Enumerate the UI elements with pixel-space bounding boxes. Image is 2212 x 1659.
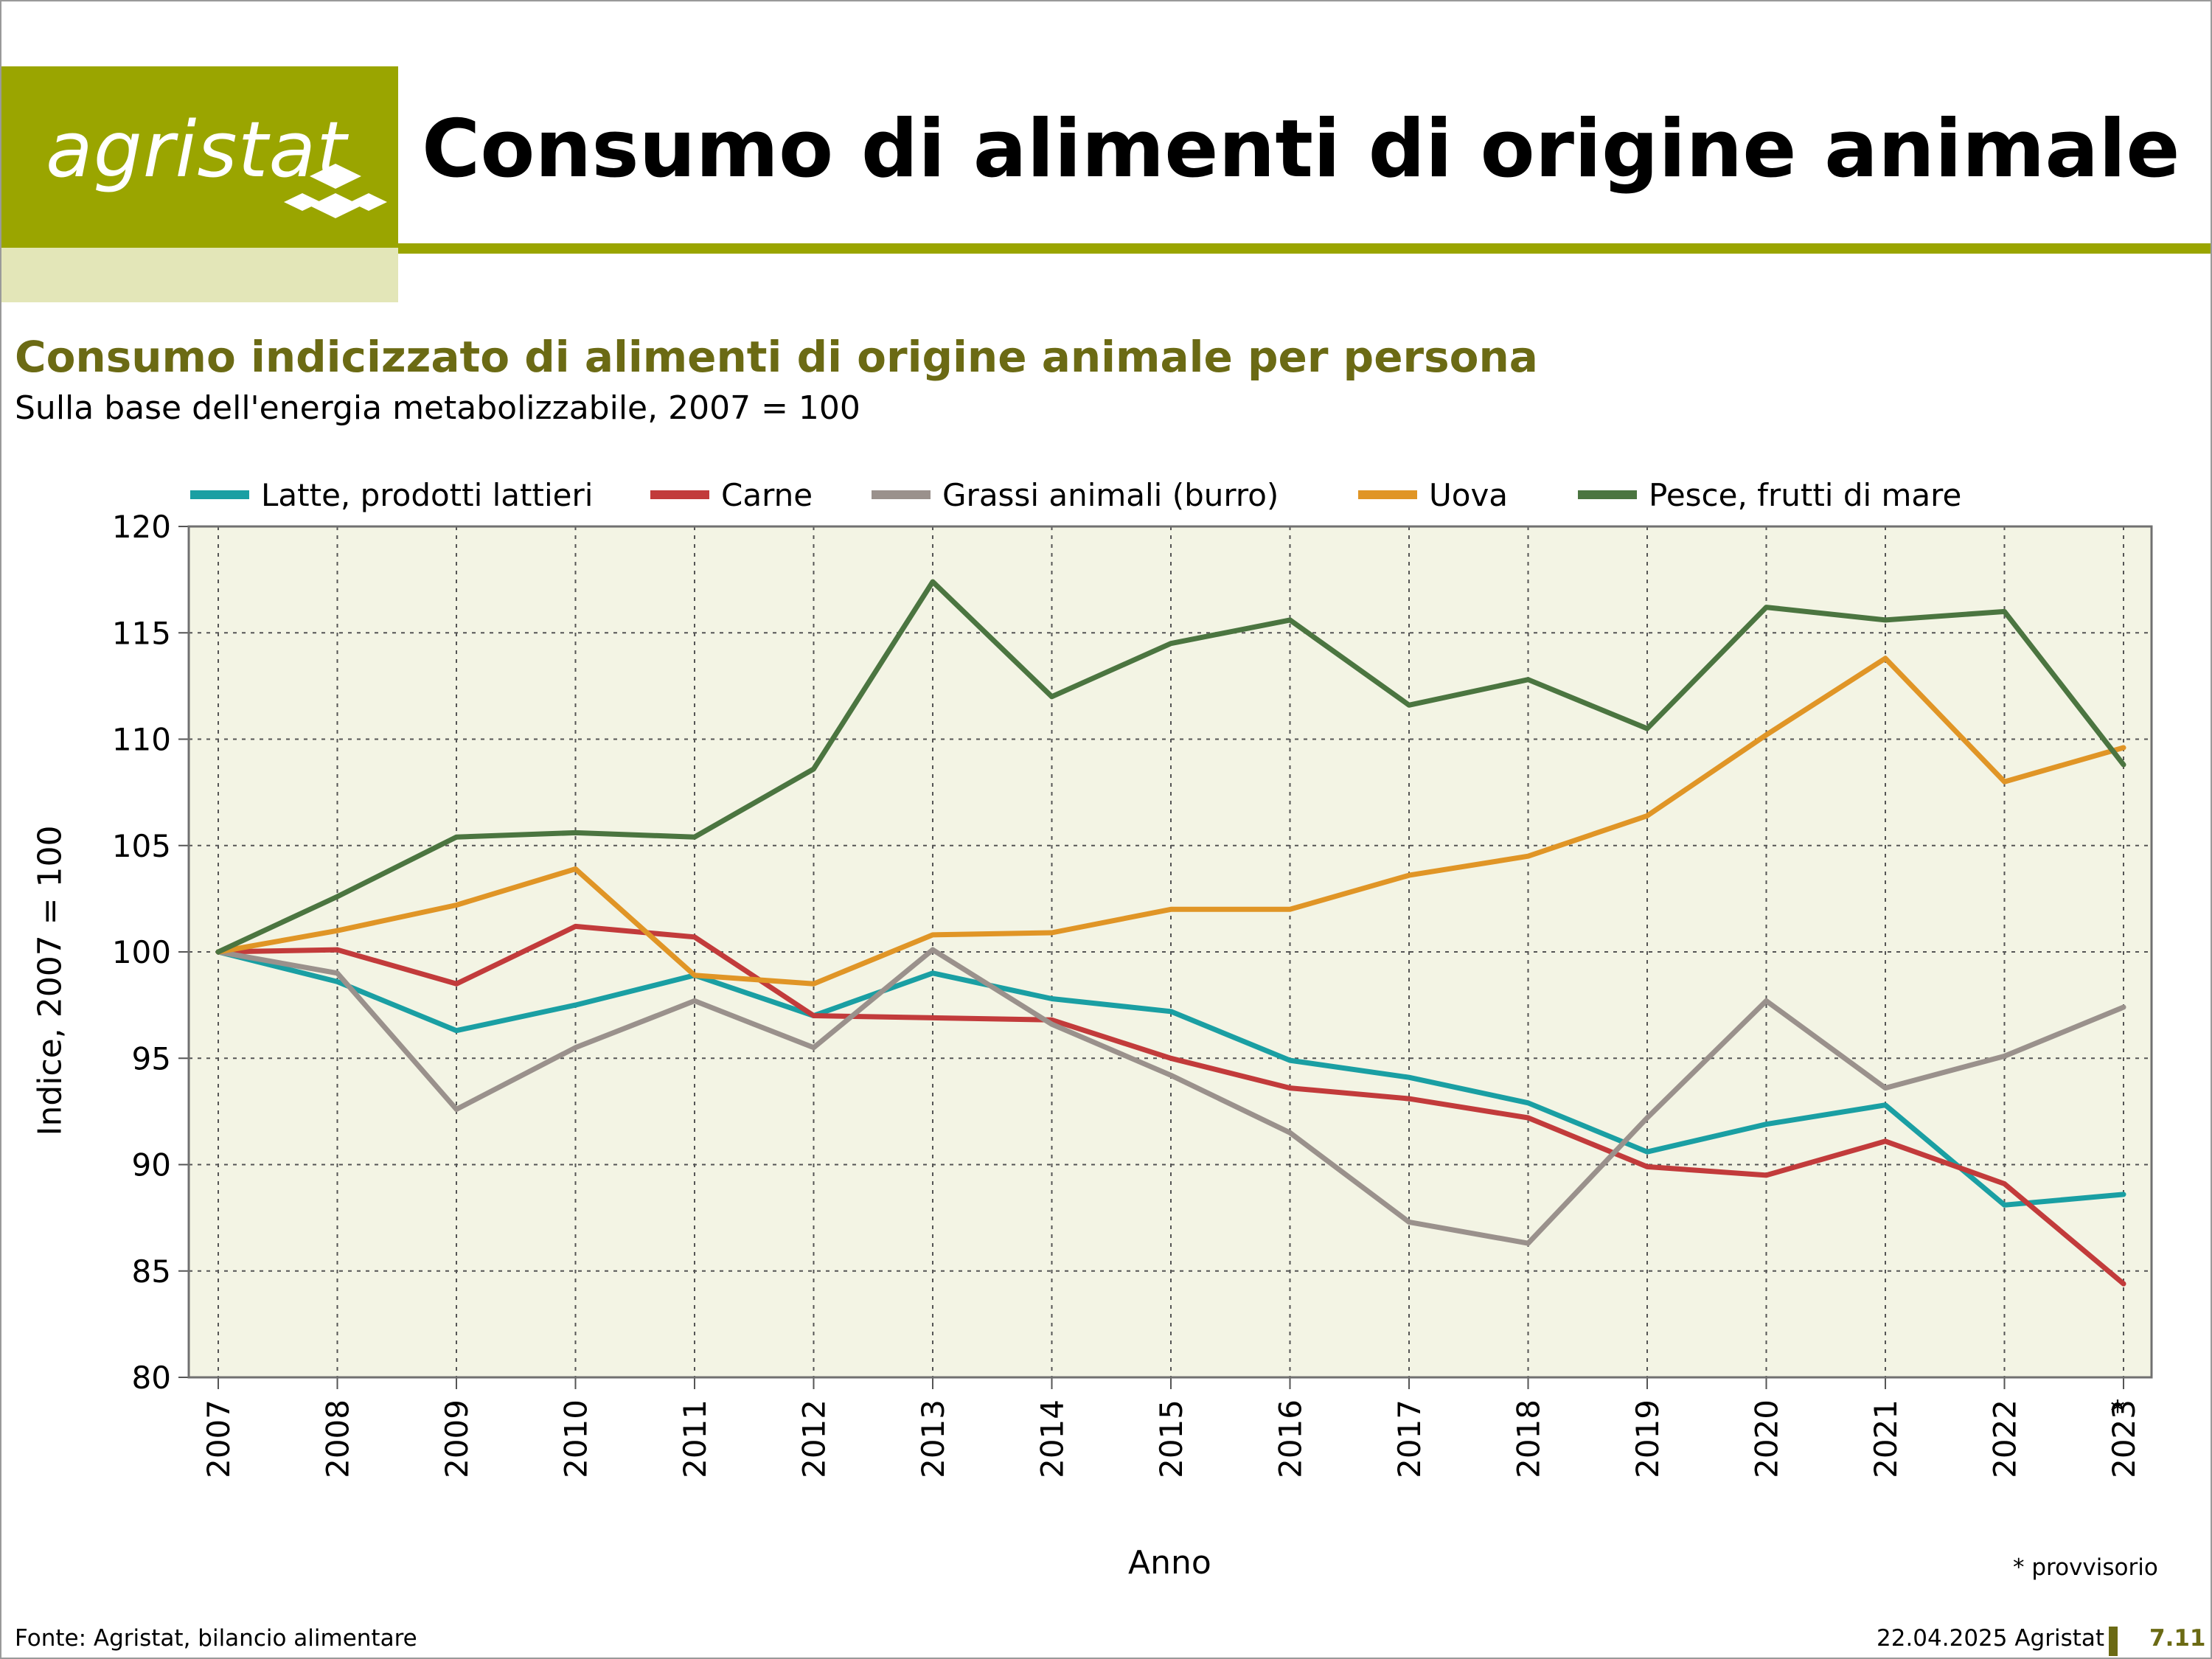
chart-subtitle: Sulla base dell'energia metabolizzabile,… — [15, 389, 860, 427]
legend-label: Grassi animali (burro) — [942, 477, 1279, 513]
x-tick-label: 2011 — [677, 1399, 713, 1478]
page-number: 7.11 — [2149, 1625, 2206, 1652]
series-line-carne — [215, 923, 2126, 1287]
series-line-pesce-frutti-di-mare — [215, 579, 2126, 955]
x-tick-label: 2008 — [320, 1399, 356, 1478]
y-tick-label: 110 — [112, 722, 171, 758]
footnote: * provvisorio — [2013, 1554, 2158, 1581]
x-tick-label: 2014 — [1034, 1399, 1071, 1478]
y-tick-label: 90 — [132, 1147, 171, 1183]
y-tick-label: 95 — [132, 1040, 171, 1077]
title-rule — [398, 243, 2211, 254]
logo-text: agristat — [46, 105, 347, 195]
source-note: Fonte: Agristat, bilancio alimentare — [15, 1625, 417, 1652]
footer-divider — [2109, 1627, 2118, 1656]
x-tick-label: 2009 — [439, 1399, 475, 1478]
y-tick-label: 105 — [112, 828, 171, 864]
y-tick-label: 120 — [112, 509, 171, 545]
series-line-grassi-animali-burro — [215, 947, 2126, 1246]
y-axis-label: Indice, 2007 = 100 — [31, 825, 69, 1136]
page-title: Consumo di alimenti di origine animale — [422, 103, 2180, 195]
y-tick-label: 100 — [112, 934, 171, 970]
x-tick-label: 2007 — [201, 1399, 237, 1478]
provisional-marker: * — [2110, 1395, 2125, 1429]
x-tick-label: 2015 — [1153, 1399, 1189, 1478]
x-tick-label: 2016 — [1273, 1399, 1309, 1478]
logo-diamond-icon — [284, 164, 387, 218]
x-tick-label: 2013 — [915, 1399, 951, 1478]
legend-label: Pesce, frutti di mare — [1649, 477, 1961, 513]
x-tick-label: 2021 — [1868, 1399, 1904, 1478]
chart-title: Consumo indicizzato di alimenti di origi… — [15, 332, 1538, 382]
footer-date: 22.04.2025 Agristat — [1877, 1625, 2105, 1652]
legend-label: Latte, prodotti lattieri — [261, 477, 593, 513]
legend-label: Uova — [1429, 477, 1508, 513]
y-tick-label: 80 — [132, 1360, 171, 1396]
x-tick-label: 2018 — [1511, 1399, 1547, 1478]
y-tick-label: 85 — [132, 1253, 171, 1290]
x-tick-label: 2012 — [796, 1399, 832, 1478]
plot-border — [187, 525, 2153, 1379]
x-tick-label: 2017 — [1391, 1399, 1427, 1478]
x-tick-label: 2019 — [1630, 1399, 1666, 1478]
logo-box — [1, 66, 398, 248]
legend-label: Carne — [721, 477, 813, 513]
y-tick-label: 115 — [112, 615, 171, 651]
x-tick-label: 2010 — [558, 1399, 594, 1478]
x-tick-label: 2020 — [1749, 1399, 1785, 1478]
x-tick-label: 2023 — [2106, 1399, 2142, 1478]
x-axis-label: Anno — [1128, 1544, 1211, 1582]
logo-underlay — [1, 248, 398, 302]
series-line-latte-prodotti-lattieri — [215, 949, 2126, 1208]
series-line-uova — [215, 655, 2126, 987]
x-tick-label: 2022 — [1987, 1399, 2023, 1478]
